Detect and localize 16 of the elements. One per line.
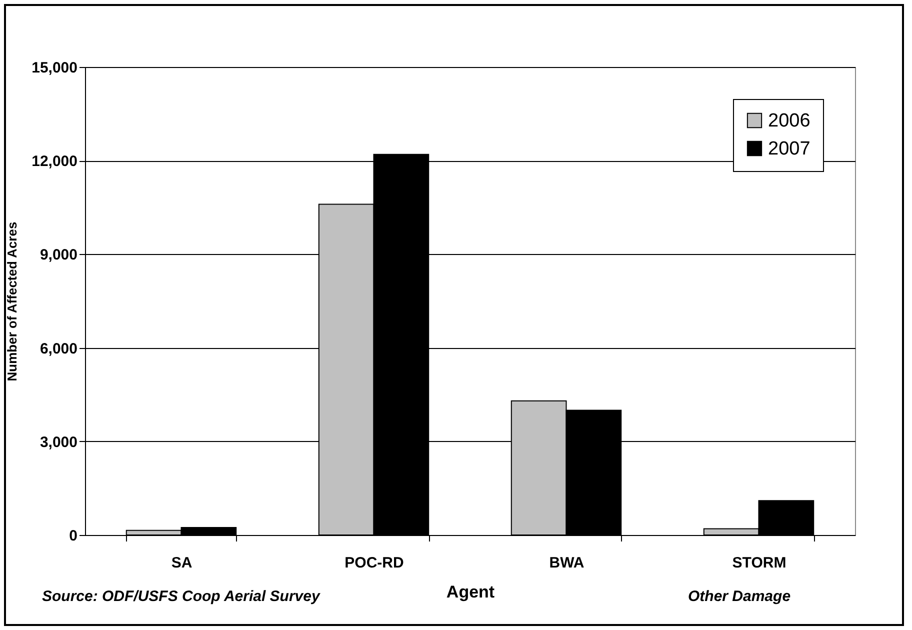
x-axis-title: Agent — [446, 582, 495, 602]
legend-label: 2007 — [768, 138, 810, 160]
x-tick-label: STORM — [732, 554, 786, 572]
x-tick-label: SA — [171, 554, 192, 572]
y-axis-title: Number of Affected Acres — [4, 222, 20, 382]
y-tick-label: 9,000 — [40, 246, 78, 264]
x-tick-label: BWA — [549, 554, 584, 572]
text: Other Damage — [688, 588, 791, 605]
y-tick-label: 12,000 — [32, 153, 78, 170]
y-tick-label: 15,000 — [32, 60, 78, 76]
legend-label: 2006 — [768, 110, 810, 132]
y-tick-label: 0 — [69, 528, 78, 544]
y-tick-label: 3,000 — [40, 434, 78, 451]
x-tick-label: POC-RD — [344, 554, 404, 572]
source-note: Source: ODF/USFS Coop Aerial Survey — [42, 588, 320, 605]
y-tick-label: 6,000 — [40, 340, 78, 358]
